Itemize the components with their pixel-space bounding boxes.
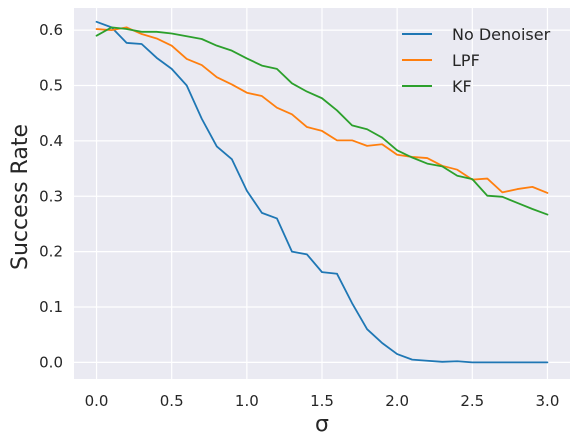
x-tick-label: 3.0 — [536, 392, 560, 410]
y-axis-title: Success Rate — [8, 124, 33, 270]
y-tick-label: 0.3 — [39, 187, 63, 205]
x-tick-label: 1.0 — [235, 392, 259, 410]
x-tick-label: 2.5 — [460, 392, 484, 410]
legend: No Denoiser LPF KF — [402, 25, 551, 96]
x-tick-label: 1.5 — [310, 392, 334, 410]
y-tick-labels: 0.0 0.1 0.2 0.3 0.4 0.5 0.6 — [39, 21, 63, 371]
y-tick-label: 0.0 — [39, 353, 63, 371]
x-axis-title: σ — [315, 412, 329, 437]
y-tick-label: 0.1 — [39, 298, 63, 316]
x-tick-label: 2.0 — [385, 392, 409, 410]
x-tick-label: 0.0 — [85, 392, 109, 410]
y-tick-label: 0.5 — [39, 77, 63, 95]
y-tick-label: 0.4 — [39, 132, 63, 150]
legend-label-lpf: LPF — [452, 51, 480, 70]
y-tick-label: 0.2 — [39, 243, 63, 261]
x-tick-label: 0.5 — [160, 392, 184, 410]
y-tick-label: 0.6 — [39, 21, 63, 39]
series-line-no-denoiser — [95, 20, 549, 364]
x-tick-labels: 0.0 0.5 1.0 1.5 2.0 2.5 3.0 — [85, 392, 560, 410]
legend-label-no-denoiser: No Denoiser — [452, 25, 551, 44]
series-lines — [95, 20, 549, 364]
legend-label-kf: KF — [452, 77, 472, 96]
series-line-kf — [95, 26, 549, 216]
